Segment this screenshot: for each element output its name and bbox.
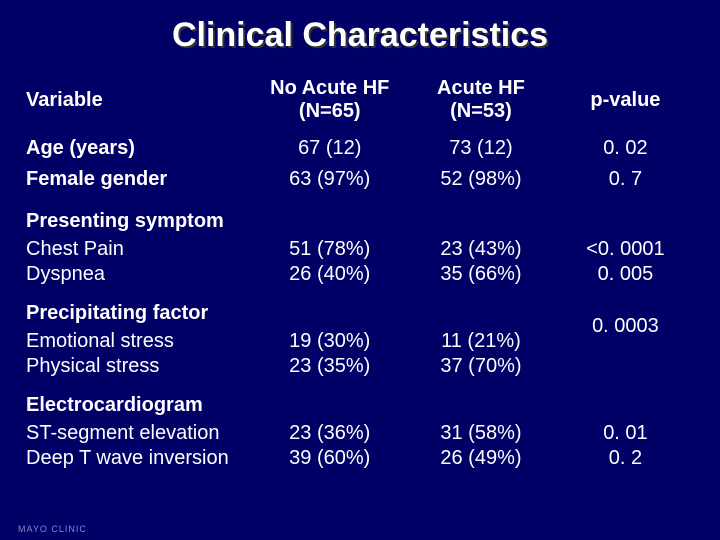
row-female: Female gender 63 (97%) 52 (98%) 0. 7 xyxy=(24,164,696,195)
slide: Clinical Characteristics Variable No Acu… xyxy=(0,0,720,540)
cell-acute: 73 (12) xyxy=(407,133,555,164)
cell-no-acute xyxy=(252,287,407,329)
cell-label: Physical stress xyxy=(24,354,252,379)
cell-acute xyxy=(407,195,555,237)
row-precipitating-factor-header: Precipitating factor 0. 0003 xyxy=(24,287,696,329)
cell-no-acute: 26 (40%) xyxy=(252,262,407,287)
cell-no-acute: 23 (35%) xyxy=(252,354,407,379)
cell-label: Female gender xyxy=(24,164,252,195)
row-dyspnea: Dyspnea 26 (40%) 35 (66%) 0. 005 xyxy=(24,262,696,287)
clinical-table: Variable No Acute HF(N=65) Acute HF(N=53… xyxy=(24,73,696,471)
row-physical-stress: Physical stress 23 (35%) 37 (70%) xyxy=(24,354,696,379)
table-header-row: Variable No Acute HF(N=65) Acute HF(N=53… xyxy=(24,73,696,133)
cell-label: Dyspnea xyxy=(24,262,252,287)
cell-label: Electrocardiogram xyxy=(24,379,252,421)
cell-no-acute: 67 (12) xyxy=(252,133,407,164)
row-ecg-header: Electrocardiogram xyxy=(24,379,696,421)
cell-pvalue: 0. 005 xyxy=(555,262,696,287)
cell-no-acute: 39 (60%) xyxy=(252,446,407,471)
row-st-elevation: ST-segment elevation 23 (36%) 31 (58%) 0… xyxy=(24,421,696,446)
cell-acute: 52 (98%) xyxy=(407,164,555,195)
cell-acute: 31 (58%) xyxy=(407,421,555,446)
cell-label: ST-segment elevation xyxy=(24,421,252,446)
cell-label: Chest Pain xyxy=(24,237,252,262)
cell-acute xyxy=(407,287,555,329)
cell-label: Emotional stress xyxy=(24,329,252,354)
footer-logo-text: MAYO CLINIC xyxy=(18,524,87,534)
cell-label: Age (years) xyxy=(24,133,252,164)
cell-no-acute xyxy=(252,379,407,421)
cell-no-acute: 23 (36%) xyxy=(252,421,407,446)
cell-no-acute: 63 (97%) xyxy=(252,164,407,195)
row-age: Age (years) 67 (12) 73 (12) 0. 02 xyxy=(24,133,696,164)
cell-no-acute: 51 (78%) xyxy=(252,237,407,262)
col-p-value: p-value xyxy=(555,73,696,133)
cell-no-acute xyxy=(252,195,407,237)
cell-pvalue xyxy=(555,379,696,421)
cell-no-acute: 19 (30%) xyxy=(252,329,407,354)
row-t-wave-inversion: Deep T wave inversion 39 (60%) 26 (49%) … xyxy=(24,446,696,471)
cell-acute: 35 (66%) xyxy=(407,262,555,287)
cell-acute: 26 (49%) xyxy=(407,446,555,471)
cell-acute: 37 (70%) xyxy=(407,354,555,379)
cell-pvalue xyxy=(555,195,696,237)
row-chest-pain: Chest Pain 51 (78%) 23 (43%) <0. 0001 xyxy=(24,237,696,262)
cell-label: Presenting symptom xyxy=(24,195,252,237)
cell-pvalue: <0. 0001 xyxy=(555,237,696,262)
row-presenting-symptom-header: Presenting symptom xyxy=(24,195,696,237)
cell-pvalue: 0. 0003 xyxy=(555,287,696,354)
cell-pvalue: 0. 01 xyxy=(555,421,696,446)
cell-label: Precipitating factor xyxy=(24,287,252,329)
col-variable: Variable xyxy=(24,73,252,133)
cell-acute: 23 (43%) xyxy=(407,237,555,262)
col-acute-hf: Acute HF(N=53) xyxy=(407,73,555,133)
cell-label: Deep T wave inversion xyxy=(24,446,252,471)
cell-pvalue xyxy=(555,354,696,379)
slide-title: Clinical Characteristics xyxy=(24,16,696,55)
col-no-acute-hf: No Acute HF(N=65) xyxy=(252,73,407,133)
cell-pvalue: 0. 2 xyxy=(555,446,696,471)
cell-acute: 11 (21%) xyxy=(407,329,555,354)
cell-pvalue: 0. 7 xyxy=(555,164,696,195)
cell-pvalue: 0. 02 xyxy=(555,133,696,164)
cell-acute xyxy=(407,379,555,421)
